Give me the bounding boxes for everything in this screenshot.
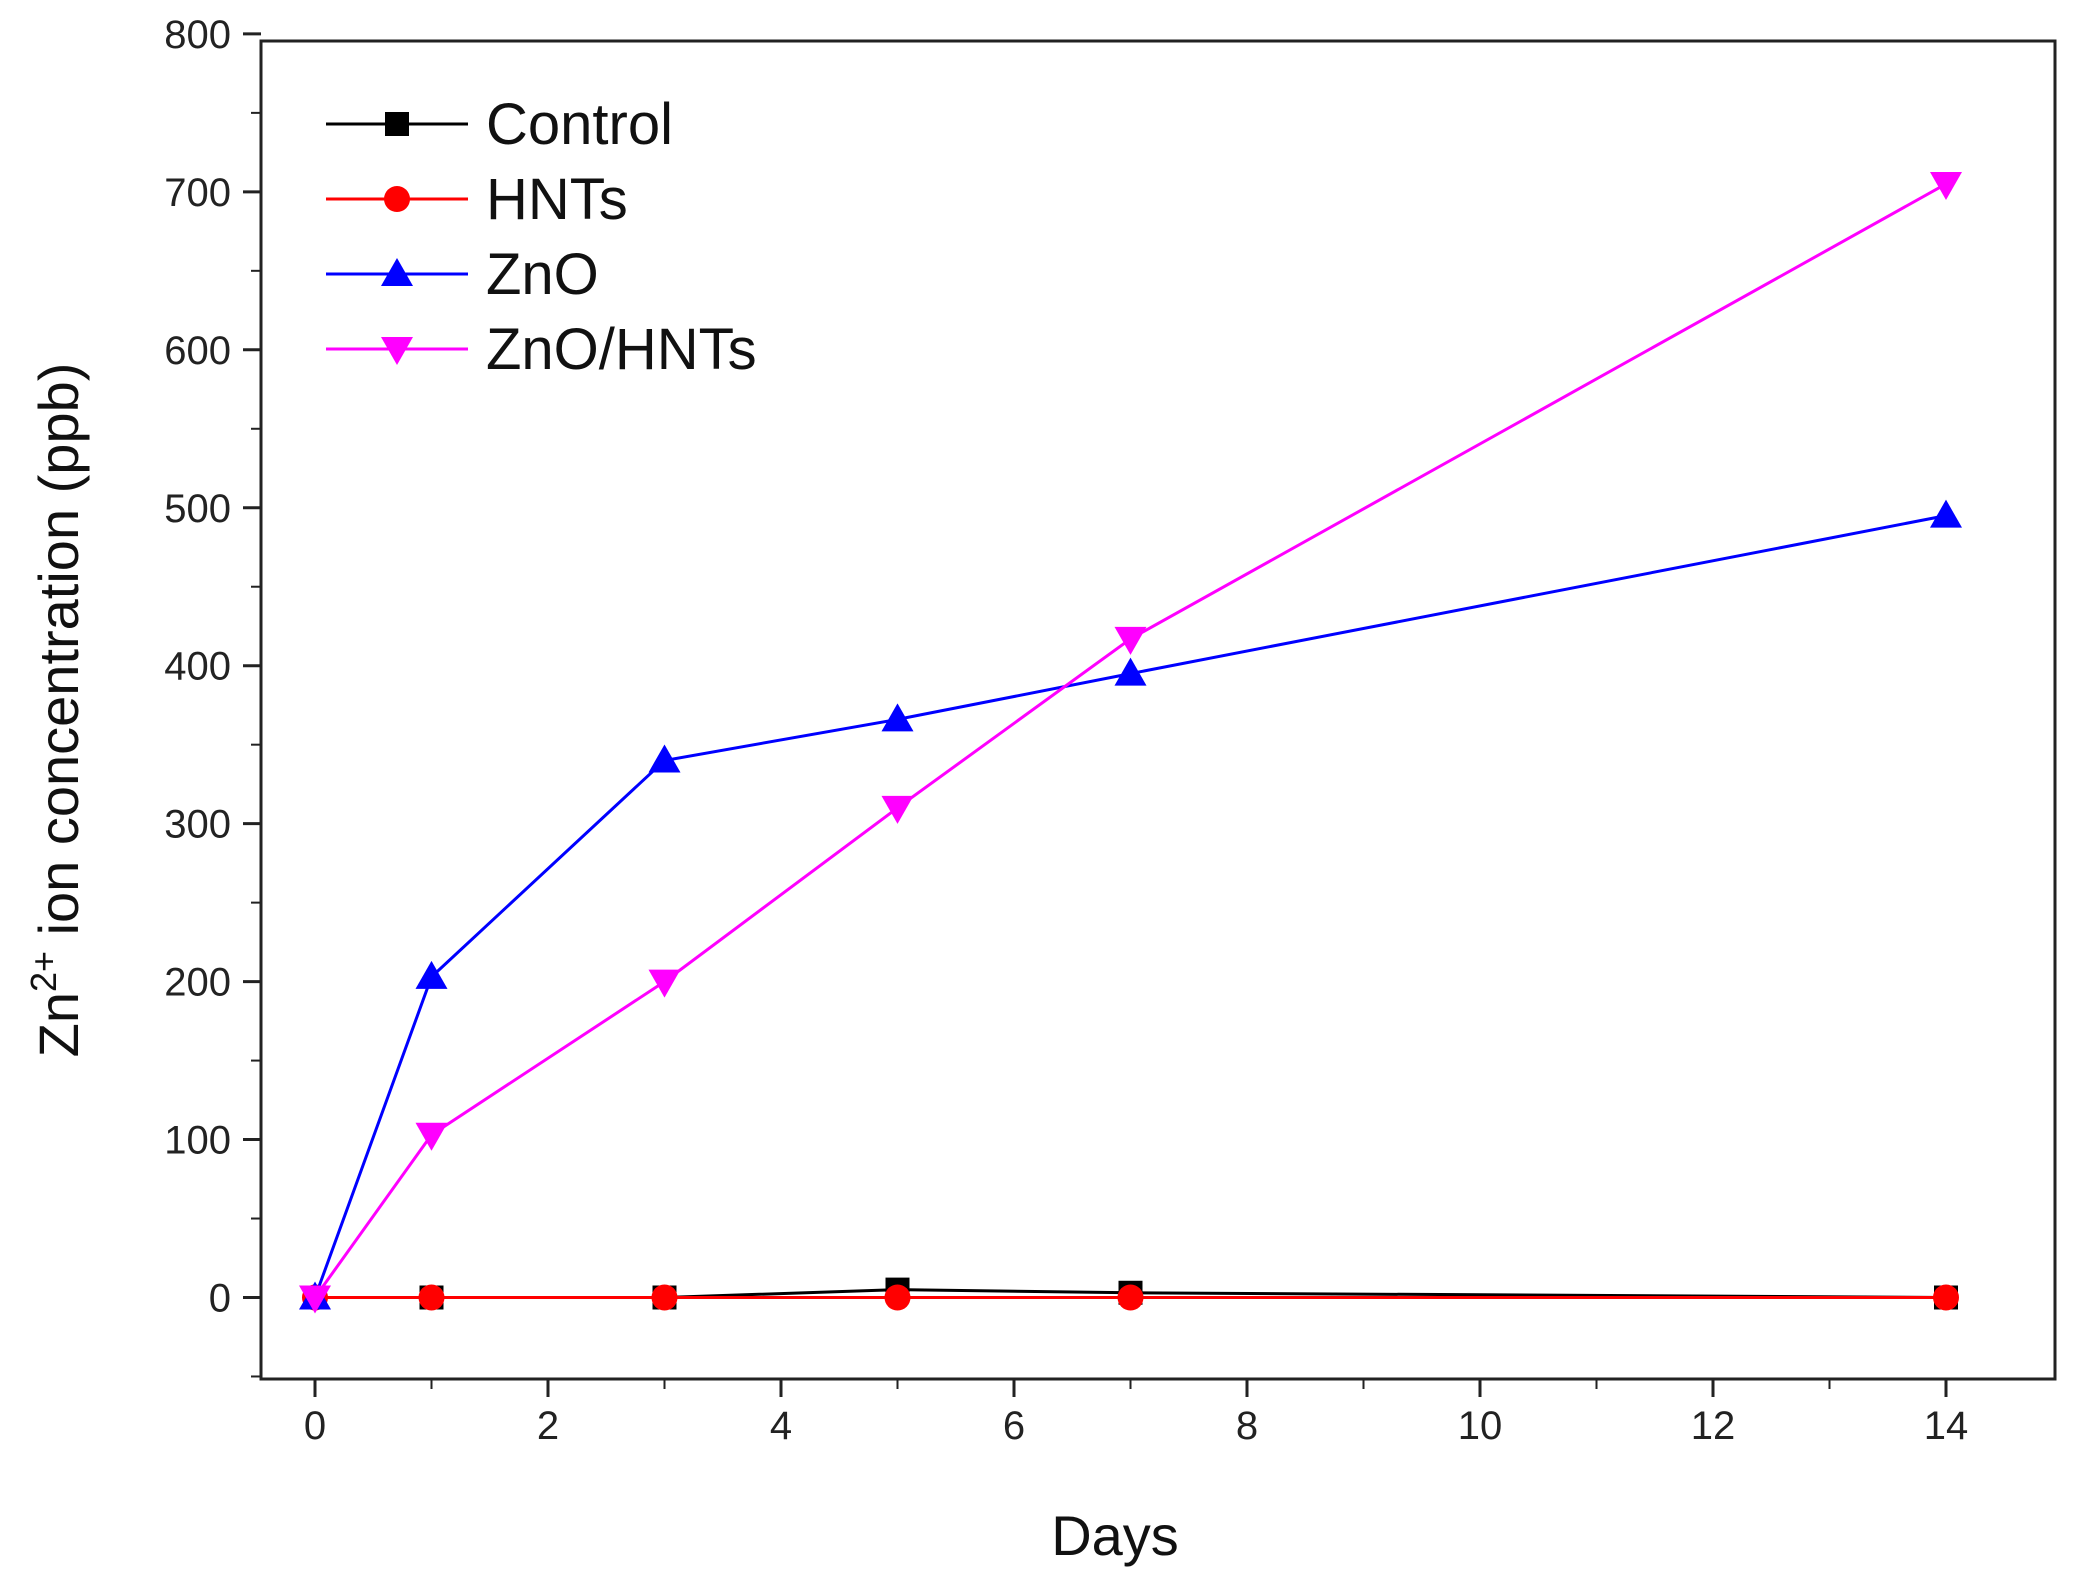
data-point-zno-hnts	[1114, 626, 1147, 655]
legend-label-control: Control	[486, 92, 673, 157]
y-tick-label: 400	[164, 645, 231, 689]
series-hnts	[302, 1284, 1959, 1311]
data-point-zno-hnts	[1930, 171, 1962, 200]
y-tick-label: 500	[164, 487, 231, 531]
legend-label-zno: ZnO	[486, 242, 599, 307]
data-point-hnts	[1933, 1284, 1959, 1311]
data-point-hnts	[418, 1284, 445, 1311]
y-axis-title: Zn2+ ion concentration (ppb)	[23, 363, 90, 1058]
data-point-zno	[1114, 657, 1147, 686]
y-tick-label: 0	[209, 1277, 231, 1321]
x-tick-label: 8	[1236, 1404, 1258, 1448]
data-point-zno-hnts	[299, 1285, 331, 1314]
data-point-zno	[1930, 499, 1962, 528]
data-point-hnts	[1117, 1284, 1144, 1311]
x-tick-label: 4	[770, 1404, 792, 1448]
series-line-zno-hnts	[313, 182, 1947, 1299]
x-tick-label: 2	[537, 1404, 559, 1448]
plot-frame	[259, 39, 2057, 1381]
legend-marker-zno-hnts	[381, 337, 413, 365]
legend-label-hnts: HNTs	[486, 167, 628, 232]
x-tick-label: 10	[1458, 1404, 1503, 1448]
y-axis-title-main: Zn	[27, 992, 90, 1057]
y-tick-label: 700	[164, 171, 231, 215]
y-tick-label: 600	[164, 329, 231, 373]
y-axis-title-superscript: 2+	[23, 951, 64, 992]
data-point-hnts	[884, 1284, 911, 1311]
data-point-zno	[648, 744, 681, 773]
legend-marker-control	[385, 112, 409, 136]
axes: 0 100 200 300 400 500 600 700 800 0 2 4 6 8 10 12 14	[164, 13, 1968, 1448]
legend-marker-hnts	[384, 186, 410, 212]
y-tick-label: 200	[164, 961, 231, 1005]
data-point-zno-hnts	[648, 969, 681, 998]
x-tick-label: 14	[1924, 1404, 1969, 1448]
y-tick-label: 800	[164, 13, 231, 57]
series-line-zno	[313, 514, 1947, 1299]
x-tick-label: 0	[304, 1404, 326, 1448]
data-point-zno	[415, 960, 448, 989]
y-tick-label: 300	[164, 803, 231, 847]
x-tick-label: 6	[1003, 1404, 1025, 1448]
y-tick-label: 100	[164, 1119, 231, 1163]
legend-item-zno: ZnO	[326, 242, 599, 307]
x-tick-label: 12	[1691, 1404, 1736, 1448]
series-layer	[299, 171, 1962, 1314]
data-point-zno	[881, 703, 914, 732]
x-axis-title: Days	[1051, 1504, 1179, 1567]
series-zno	[299, 499, 1962, 1310]
data-point-zno-hnts	[881, 795, 914, 824]
legend-item-hnts: HNTs	[326, 167, 628, 232]
data-point-hnts	[651, 1284, 678, 1311]
series-zno-hnts	[299, 171, 1962, 1314]
legend-label-zno-hnts: ZnO/HNTs	[486, 317, 757, 382]
legend: Control HNTs ZnO ZnO/HNTs	[326, 92, 757, 382]
legend-item-zno-hnts: ZnO/HNTs	[326, 317, 757, 382]
legend-item-control: Control	[326, 92, 673, 157]
legend-marker-zno	[381, 258, 413, 286]
data-point-zno-hnts	[415, 1122, 448, 1151]
y-axis-title-rest: ion concentration (ppb)	[27, 363, 90, 951]
